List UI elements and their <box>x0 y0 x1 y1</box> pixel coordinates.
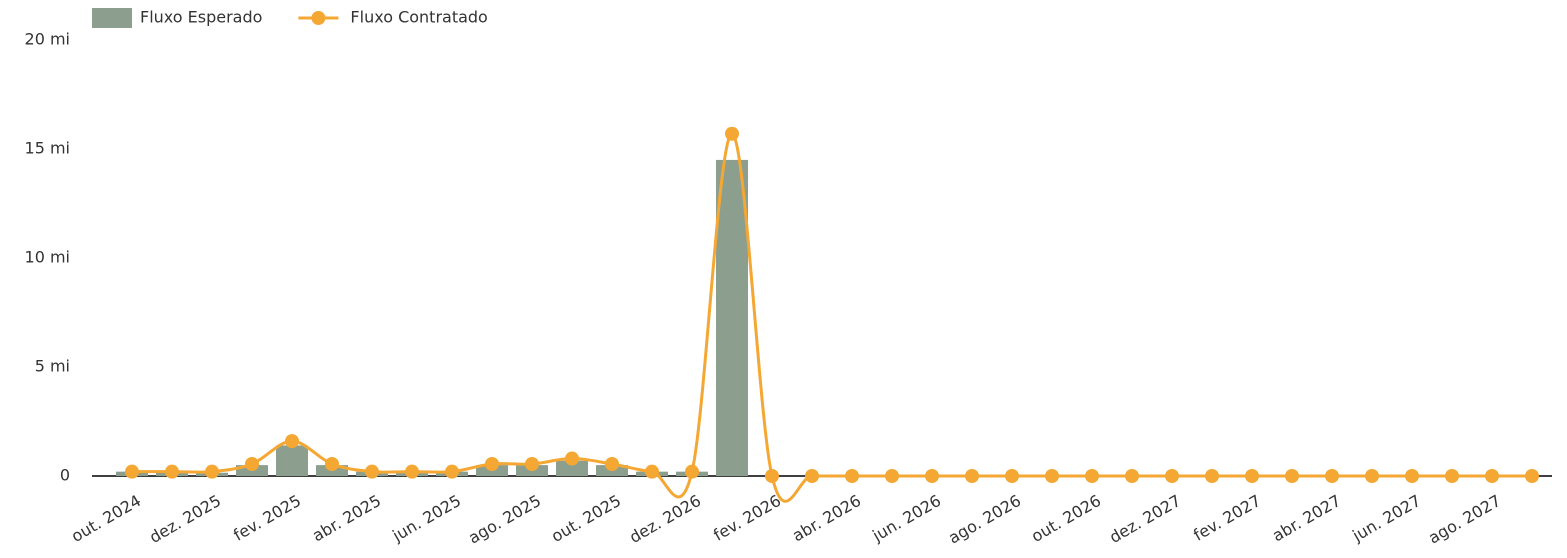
legend-item: Fluxo Contratado <box>298 8 488 27</box>
point <box>205 464 219 479</box>
legend-label: Fluxo Contratado <box>350 8 487 27</box>
x-tick-label: ago. 2025 <box>465 491 544 548</box>
x-tick-label: fev. 2026 <box>710 491 784 545</box>
point <box>1165 469 1179 483</box>
x-tick-label: ago. 2027 <box>1425 491 1504 548</box>
legend-label: Fluxo Esperado <box>140 8 262 27</box>
y-tick-label: 20 mi <box>25 30 70 49</box>
y-tick-label: 5 mi <box>35 357 70 376</box>
point <box>485 457 499 472</box>
point <box>1005 469 1019 483</box>
point <box>365 464 379 479</box>
point <box>1285 469 1299 483</box>
point <box>1045 469 1059 483</box>
point <box>685 464 699 479</box>
point <box>1365 469 1379 483</box>
point <box>845 469 859 483</box>
point <box>805 469 819 483</box>
point <box>165 464 179 479</box>
x-tick-label: abr. 2026 <box>789 491 864 545</box>
x-tick-label: dez. 2026 <box>626 491 704 547</box>
bar <box>716 159 748 476</box>
point <box>1125 469 1139 483</box>
point <box>1445 469 1459 483</box>
x-tick-label: abr. 2027 <box>1269 491 1344 545</box>
legend-item: Fluxo Esperado <box>92 8 262 28</box>
point <box>725 126 739 141</box>
point <box>645 464 659 479</box>
x-tick-label: fev. 2027 <box>1190 491 1264 545</box>
bar <box>556 460 588 476</box>
x-tick-label: abr. 2025 <box>309 491 384 545</box>
point <box>1325 469 1339 483</box>
x-tick-label: out. 2026 <box>1028 491 1104 546</box>
point <box>125 464 139 479</box>
x-tick-label: dez. 2027 <box>1106 491 1184 547</box>
point <box>245 457 259 472</box>
x-tick-label: out. 2024 <box>68 491 144 546</box>
legend-swatch <box>92 8 132 28</box>
line <box>132 132 1532 503</box>
point <box>925 469 939 483</box>
point <box>405 464 419 479</box>
point <box>605 457 619 472</box>
bar <box>276 445 308 476</box>
point <box>285 434 299 449</box>
point <box>445 464 459 479</box>
point <box>525 457 539 472</box>
point <box>565 451 579 466</box>
x-tick-label: fev. 2025 <box>230 491 304 545</box>
y-tick-label: 15 mi <box>25 139 70 158</box>
point <box>1245 469 1259 483</box>
x-tick-label: jun. 2026 <box>868 491 944 546</box>
point <box>1405 469 1419 483</box>
x-tick-label: jun. 2027 <box>1348 491 1424 546</box>
point <box>325 457 339 472</box>
point <box>885 469 899 483</box>
y-tick-label: 10 mi <box>25 248 70 267</box>
point <box>1205 469 1219 483</box>
point <box>1485 469 1499 483</box>
x-tick-label: ago. 2026 <box>945 491 1024 548</box>
point <box>1525 469 1539 483</box>
y-tick-label: 0 <box>60 466 70 485</box>
legend-swatch <box>311 11 326 25</box>
x-tick-label: jun. 2025 <box>388 491 464 546</box>
x-tick-label: out. 2025 <box>548 491 624 546</box>
point <box>965 469 979 483</box>
point <box>765 469 779 483</box>
point <box>1085 469 1099 483</box>
x-tick-label: dez. 2025 <box>146 491 224 547</box>
